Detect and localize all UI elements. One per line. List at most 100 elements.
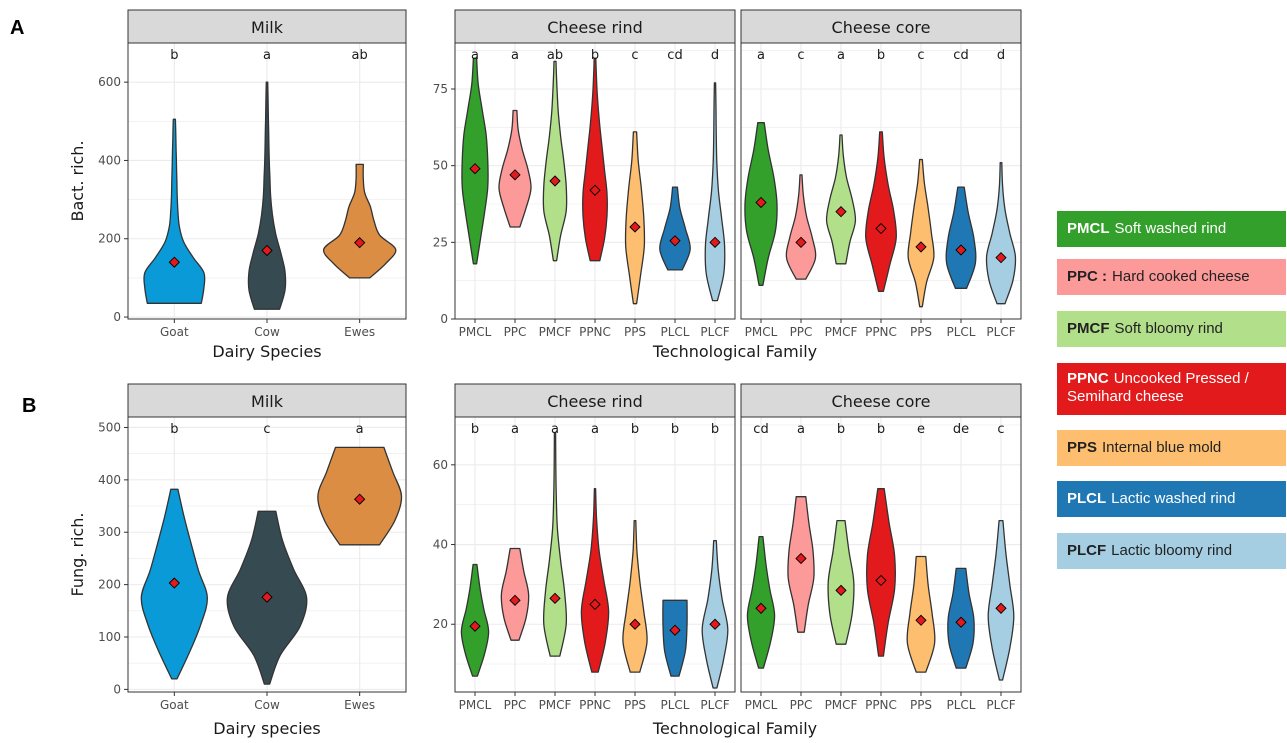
row-b-cheese-rind-letter-plcf: b	[711, 422, 719, 437]
row-b-cheese-rind-mean-plcf	[709, 618, 721, 630]
row-a-milk-violin-ewes	[323, 163, 397, 279]
row-b-cheese-core-letter-plcl: de	[953, 422, 969, 437]
legend-item-ppnc-text: PPNC Uncooked Pressed / Semihard cheese	[1067, 370, 1249, 405]
row-a-cheese-core-letter-plcf: d	[997, 48, 1005, 63]
row-a-cheese-rind-letter-plcl: cd	[667, 48, 682, 63]
row-a-cheese-rind-xtick-label-pmcl: PMCL	[459, 325, 492, 339]
row-a-cheese-rind-violin-ppnc	[582, 57, 608, 262]
row-b-cheese-core-letter-pmcl: cd	[753, 422, 768, 437]
row-a-cheese-rind-ytick-label: 25	[433, 235, 448, 249]
row-b-cheese-rind-violin-ppc	[500, 547, 530, 641]
row-a-cheese-core-violin-ppc	[785, 174, 817, 280]
row-b-cheese-rind-violin-pmcl	[460, 563, 490, 677]
row-b-milk-panel-border	[127, 416, 407, 693]
row-b-milk-ytick-label: 100	[98, 630, 121, 644]
row-b-milk-xtick-label-ewes: Ewes	[344, 698, 375, 712]
row-a-cheese-rind-violin-plcl	[659, 186, 691, 271]
row-a-cheese-core-letter-ppc: c	[797, 48, 804, 63]
row-b-milk-strip-label: Milk	[251, 392, 284, 411]
row-a-cheese-core-letter-pmcl: a	[757, 48, 765, 63]
row-b-cheese-core-violin-ppc	[787, 496, 815, 633]
row-b-milk-mean-cow	[261, 591, 273, 603]
row-b-milk-letter-ewes: a	[356, 422, 364, 437]
row-a-cheese-core-violin-pps	[907, 158, 935, 308]
row-a-cheese-rind-violin-pps	[624, 131, 646, 305]
row-a-cheese-core-letter-plcl: cd	[953, 48, 968, 63]
row-a-milk-xlabel: Dairy Species	[212, 342, 321, 361]
row-a-cheese-rind-violin-plcf	[704, 82, 726, 302]
row-b-cheese-core-xtick-label-pps: PPS	[910, 698, 932, 712]
row-a-milk-xtick-label-ewes: Ewes	[344, 325, 375, 339]
row-a-cheese-rind-mean-plcf	[709, 236, 721, 248]
row-a-milk-mean-goat	[168, 256, 180, 268]
row-a-cheese-rind-violin-ppc	[498, 109, 532, 228]
row-a-cheese-rind-letter-ppc: a	[511, 48, 519, 63]
row-b-cheese-rind-violin-pmcf	[542, 432, 568, 657]
row-a-milk-letter-goat: b	[170, 48, 178, 63]
row-a-milk-ytick-label: 400	[98, 153, 121, 167]
row-a-cheese-core-xtick-label-pmcl: PMCL	[745, 325, 778, 339]
row-b-cheese-rind-ytick-label: 40	[433, 538, 448, 552]
row-a-milk-ytick-label: 0	[113, 310, 121, 324]
row-b-cheese-rind-xlabel: Technological Family	[652, 719, 817, 738]
row-a-cheese-core-mean-pps	[915, 241, 927, 253]
row-a-cheese-rind-violin-pmcf	[542, 60, 568, 262]
row-b-milk-ytick-label: 400	[98, 473, 121, 487]
row-a-cheese-rind-mean-pmcl	[469, 163, 481, 175]
row-a-milk-violin-cow	[247, 81, 287, 310]
row-b-milk-ytick-label: 500	[98, 420, 121, 434]
row-a-cheese-core-letter-ppnc: b	[877, 48, 885, 63]
row-b-cheese-rind-xtick-label-ppnc: PPNC	[579, 698, 611, 712]
row-a-cheese-core-letter-pmcf: a	[837, 48, 845, 63]
row-b-cheese-core-xtick-label-plcf: PLCF	[986, 698, 1015, 712]
row-b-cheese-rind-letter-pmcf: a	[551, 422, 559, 437]
row-b-cheese-core-xtick-label-ppnc: PPNC	[865, 698, 897, 712]
row-b-cheese-rind-ytick-label: 60	[433, 458, 448, 472]
row-b-cheese-core-letter-ppnc: b	[877, 422, 885, 437]
row-b-cheese-core-mean-plcl	[955, 616, 967, 628]
row-a-cheese-core-mean-ppnc	[875, 222, 887, 235]
row-a-milk-strip	[127, 9, 407, 44]
row-a-cheese-rind-xlabel: Technological Family	[652, 342, 817, 361]
row-a-milk-letter-ewes: ab	[352, 48, 368, 63]
row-a-cheese-core-xtick-label-plcf: PLCF	[986, 325, 1015, 339]
row-a-cheese-core-mean-plcf	[995, 252, 1007, 264]
row-b-cheese-rind-mean-plcl	[669, 624, 681, 636]
row-a-cheese-core-violin-plcl	[945, 186, 977, 289]
legend-item-pps: PPS Internal blue mold	[1057, 430, 1286, 466]
row-b-cheese-rind-mean-pmcl	[469, 620, 481, 632]
row-b-cheese-rind-letter-pmcl: b	[471, 422, 479, 437]
row-a-cheese-core-violin-ppnc	[864, 131, 898, 293]
row-b-cheese-core-xtick-label-pmcf: PMCF	[825, 698, 858, 712]
row-b-milk-ytick-label: 200	[98, 578, 121, 592]
row-b-cheese-rind-xtick-label-plcf: PLCF	[700, 698, 729, 712]
row-b-cheese-core-letter-pmcf: b	[837, 422, 845, 437]
row-b-cheese-core-xtick-label-plcl: PLCL	[947, 698, 976, 712]
row-a-cheese-core-strip	[740, 9, 1022, 44]
row-a-cheese-rind-ytick-label: 0	[440, 312, 448, 326]
row-a-cheese-rind-mean-plcl	[669, 235, 681, 247]
row-a-milk-ytick-label: 600	[98, 75, 121, 89]
row-b-milk-letter-cow: c	[263, 422, 270, 437]
row-b-cheese-rind-xtick-label-pmcl: PMCL	[459, 698, 492, 712]
row-a-cheese-rind-strip-label: Cheese rind	[547, 18, 643, 37]
panel-label-b: B	[22, 395, 36, 417]
row-a-milk-violin-goat	[143, 118, 206, 304]
row-a-cheese-rind-xtick-label-ppnc: PPNC	[579, 325, 611, 339]
row-a-cheese-core-mean-plcl	[955, 244, 967, 256]
row-b-cheese-rind-xtick-label-plcl: PLCL	[661, 698, 690, 712]
row-a-cheese-core-xtick-label-plcl: PLCL	[947, 325, 976, 339]
row-b-cheese-core-mean-ppc	[795, 552, 807, 565]
row-a-cheese-rind-panel-border	[454, 42, 736, 320]
row-b-cheese-rind-letter-pps: b	[631, 422, 639, 437]
row-b-cheese-rind-panel-border	[454, 416, 736, 693]
row-a-cheese-rind-letter-plcf: d	[711, 48, 719, 63]
row-b-cheese-rind-violin-pps	[622, 519, 648, 673]
row-a-cheese-rind-letter-pmcl: a	[471, 48, 479, 63]
row-b-cheese-rind-letter-ppc: a	[511, 422, 519, 437]
row-b-milk-mean-goat	[168, 577, 180, 589]
row-a-cheese-rind-mean-pps	[629, 221, 641, 233]
row-b-cheese-core-letter-pps: e	[917, 422, 925, 437]
row-a-milk-strip-label: Milk	[251, 18, 284, 37]
